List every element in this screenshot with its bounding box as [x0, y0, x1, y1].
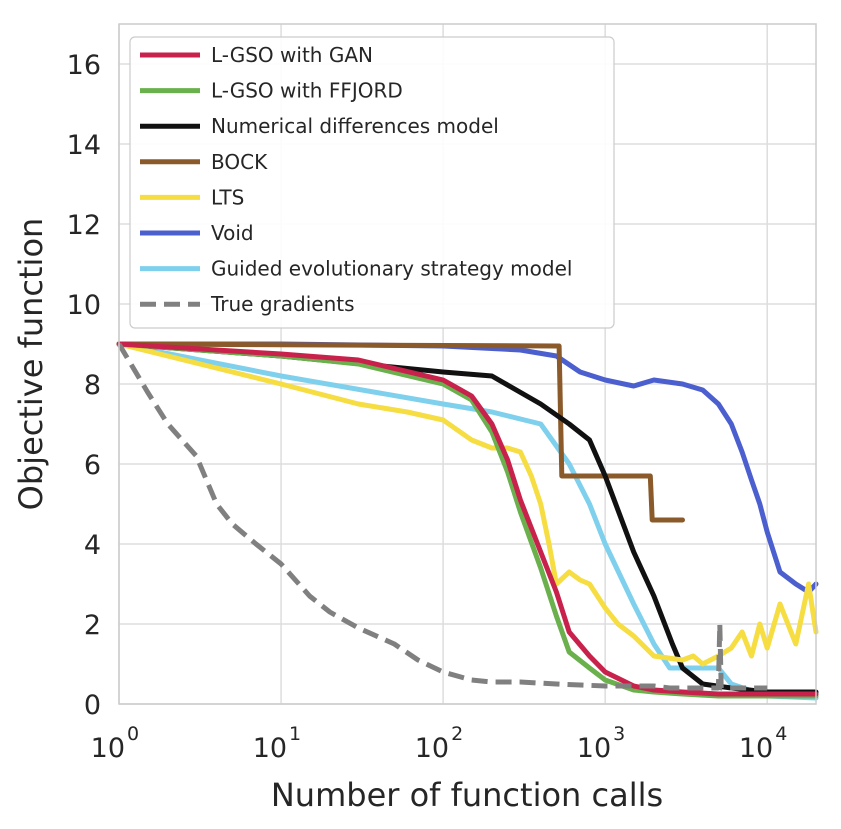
legend-label: L-GSO with FFJORD	[211, 79, 403, 103]
y-tick-label: 0	[84, 690, 101, 721]
series-line-l-gso-with-gan	[116, 341, 819, 697]
y-tick-label: 14	[67, 130, 101, 161]
plot-frame	[118, 23, 817, 705]
legend-label: LTS	[211, 185, 244, 209]
x-tick-label-base: 10	[253, 733, 287, 764]
y-axis-title: Objective function	[12, 218, 50, 511]
y-tick-label: 16	[67, 50, 101, 81]
y-tick-label: 6	[84, 450, 101, 481]
series-line-lts	[116, 341, 819, 667]
legend: L-GSO with GAN L-GSO with FFJORD Numerical…	[129, 36, 615, 329]
legend-label: Guided evolutionary strategy model	[211, 257, 572, 281]
series-line-true-gradients	[116, 342, 768, 691]
x-tick-label-base: 10	[577, 733, 611, 764]
legend-label: Numerical differences model	[211, 114, 499, 138]
y-tick-label: 10	[67, 290, 101, 321]
y-tick-label: 2	[84, 610, 101, 641]
legend-box	[129, 36, 615, 329]
series-line-guided-evolutionary-strategy-model	[116, 341, 819, 701]
x-tick-label-exponent: 4	[775, 723, 787, 745]
y-tick-label: 4	[84, 530, 101, 561]
x-tick-label-base: 10	[415, 733, 449, 764]
x-tick-label-base: 10	[91, 733, 125, 764]
y-tick-label: 12	[67, 210, 101, 241]
series-line-void	[116, 341, 819, 595]
legend-label: Void	[211, 221, 254, 245]
x-tick-label-exponent: 1	[289, 723, 301, 745]
legend-label: True gradients	[210, 292, 355, 316]
x-tick-label-exponent: 2	[451, 723, 463, 745]
series-layer	[116, 341, 819, 701]
x-tick-label-exponent: 3	[613, 723, 625, 745]
x-tick-label-exponent: 0	[127, 723, 139, 745]
y-tick-label: 8	[84, 370, 101, 401]
legend-label: BOCK	[211, 150, 268, 174]
legend-label: L-GSO with GAN	[211, 43, 373, 67]
x-axis-title: Number of function calls	[271, 776, 663, 814]
x-tick-label-base: 10	[739, 733, 773, 764]
